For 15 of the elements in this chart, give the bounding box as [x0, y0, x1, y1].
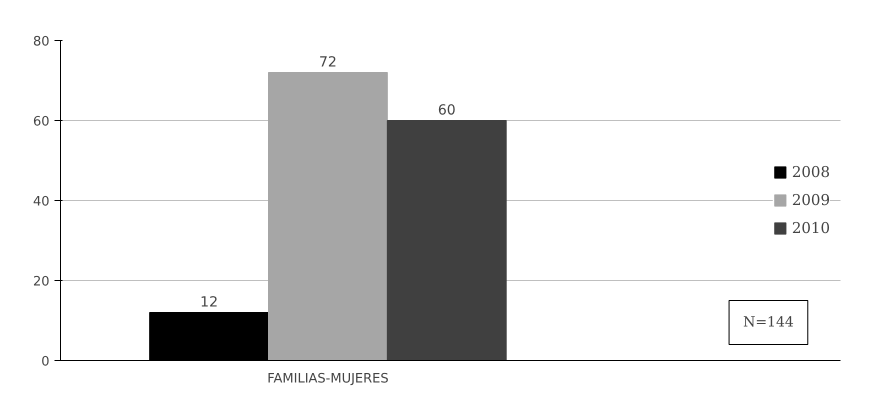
y-tick-label: 40: [32, 194, 50, 210]
y-tick-label: 0: [41, 354, 50, 370]
x-tick-label: FAMILIAS-MUJERES: [267, 372, 389, 386]
legend-label: 2009: [792, 191, 830, 209]
y-tick-label: 20: [32, 274, 50, 290]
legend-label: 2008: [792, 163, 830, 181]
y-tick-label: 80: [32, 34, 50, 50]
bar: [386, 120, 507, 360]
data-label: 12: [200, 294, 218, 310]
y-tick-label: 60: [32, 114, 50, 130]
legend-label: 2010: [792, 219, 830, 237]
bar: [268, 72, 388, 360]
data-label: 72: [319, 54, 337, 70]
data-label: 60: [438, 102, 456, 118]
annotation: N=144: [743, 314, 794, 330]
